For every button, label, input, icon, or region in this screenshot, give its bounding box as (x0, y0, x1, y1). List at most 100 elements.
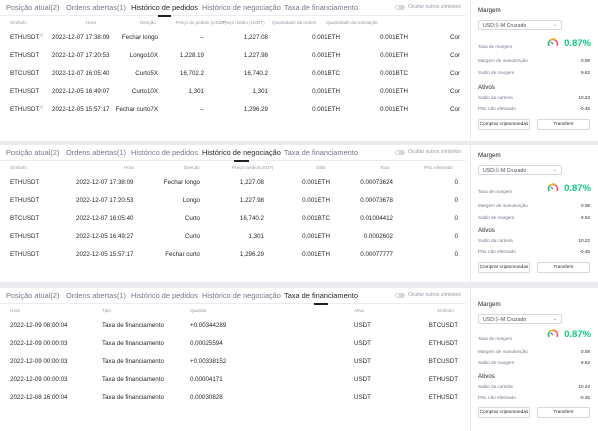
gauge-icon (547, 329, 559, 338)
tab-funding-fee[interactable]: Taxa de financiamento (284, 291, 358, 305)
table-row[interactable]: ETHUSDT 2022-12-05 15:57:17 Fechar curto… (0, 245, 466, 263)
table-row[interactable]: ETHUSDT 2022-12-07 17:20:53 Longo10X 1,2… (0, 46, 466, 64)
balance-row: Saldo de margem 9.62 (478, 215, 590, 220)
margin-mode-select[interactable]: USDⓈ-M Cruzado ⌄ (478, 165, 562, 175)
row-pnl: 0 (454, 179, 458, 186)
margin-ratio-label: Taxa de margem (478, 44, 513, 49)
row-avg-price: 1,227.08 (243, 34, 268, 41)
row-amount: 0.00004171 (190, 376, 223, 383)
row-time: 2022-12-07 17:20:53 (52, 52, 110, 59)
table-row[interactable]: ETHUSDT 2022-12-05 16:49:27 Curto 1,301 … (0, 227, 466, 245)
row-fee: 0.00073678 (360, 197, 393, 204)
margin-mode-select[interactable]: USDⓈ-M Cruzado ⌄ (478, 20, 562, 30)
table-row[interactable]: ETHUSDT 2022-12-07 17:38:09 Fechar longo… (0, 173, 466, 191)
tab-positions[interactable]: Posição atual(2) (6, 3, 60, 12)
row-amount: 0.00025594 (190, 340, 223, 347)
table-header: Hora Tipo Quantia Ativo Símbolo (0, 304, 466, 316)
row-symbol: ETHUSDT (10, 52, 40, 59)
row-filled: 0.001ETH (380, 106, 408, 113)
buy-crypto-button[interactable]: Comprar criptomoedas (478, 119, 530, 130)
transfer-button[interactable]: Transferir (537, 119, 590, 130)
hide-other-symbols-toggle[interactable]: Ocultar outros símbolos (395, 292, 461, 298)
table-row[interactable]: ETHUSDT < 2022-12-05 15:57:17 Fechar cur… (0, 100, 466, 118)
wallet-value: 10.22 (578, 95, 591, 100)
transfer-button[interactable]: Transferir (537, 407, 590, 418)
table-row[interactable]: ETHUSDT 2022-12-05 16:49:07 Curto10X 1,3… (0, 82, 466, 100)
row-symbol: ETHUSDT (428, 376, 458, 383)
row-qty: 0.001BTC (302, 215, 330, 222)
wallet-label: Saldo da carteira (478, 238, 513, 243)
pnl-value: -0.45 (579, 395, 590, 400)
row-time: 2022-12-07 17:20:53 (76, 197, 134, 204)
tab-funding-fee[interactable]: Taxa de financiamento (284, 3, 358, 12)
col-time: Hora (124, 165, 134, 170)
tab-order-history[interactable]: Histórico de pedidos (131, 148, 198, 157)
tab-funding-fee[interactable]: Taxa de financiamento (284, 148, 358, 157)
row-qty: 0.001BTC (312, 70, 340, 77)
row-time: 2022-12-09 08:00:04 (10, 322, 68, 329)
row-order-price: 16,702.2 (179, 70, 204, 77)
balance-label: Saldo de margem (478, 70, 515, 75)
col-order-price: Preço do pedido (USDT) (176, 20, 227, 25)
margin-ratio-label: Taxa de margem (478, 336, 513, 341)
buy-crypto-button[interactable]: Comprar criptomoedas (478, 407, 530, 418)
table-header: Símbolo Hora Direção Preço do pedido (US… (0, 16, 466, 28)
table-row[interactable]: ETHUSDT < 2022-12-07 17:38:09 Fechar lon… (0, 28, 466, 46)
table-row[interactable]: BTCUSDT 2022-12-07 16:05:40 Curto5X 16,7… (0, 64, 466, 82)
tab-bar: Posição atual(2) Ordens abertas(1) Histó… (0, 0, 466, 17)
row-qty: 0.001ETH (312, 34, 340, 41)
maintenance-value: 0.08 (581, 349, 590, 354)
margin-ratio-value: 0.87% (564, 38, 591, 49)
row-symbol: ETHUSDT (10, 197, 40, 204)
tab-positions[interactable]: Posição atual(2) (6, 148, 60, 157)
trade-history-panel: Posição atual(2) Ordens abertas(1) Histó… (0, 145, 598, 282)
table-row[interactable]: 2022-12-09 00:00:03 Taxa de financiament… (0, 334, 466, 352)
col-avg-price: Preço médio (USDT) (222, 20, 265, 25)
tab-trade-history[interactable]: Histórico de negociação (202, 3, 281, 12)
tab-open-orders[interactable]: Ordens abertas(1) (66, 148, 126, 157)
share-icon[interactable]: < (40, 105, 44, 111)
share-icon[interactable]: < (40, 33, 44, 39)
order-rows: ETHUSDT < 2022-12-07 17:38:09 Fechar lon… (0, 28, 466, 118)
row-order-price: -- (199, 106, 204, 113)
row-avg-price: 16,740.2 (243, 70, 268, 77)
row-time: 2022-12-07 17:38:09 (76, 179, 134, 186)
tab-open-orders[interactable]: Ordens abertas(1) (66, 3, 126, 12)
tab-trade-history[interactable]: Histórico de negociação (202, 148, 281, 162)
row-symbol: ETHUSDT (10, 233, 40, 240)
margin-title: Margem (478, 301, 501, 308)
table-row[interactable]: 2022-12-08 16:00:04 Taxa de financiament… (0, 388, 466, 406)
buy-crypto-button[interactable]: Comprar criptomoedas (478, 262, 530, 273)
tab-order-history[interactable]: Histórico de pedidos (131, 3, 198, 17)
balance-label: Saldo de margem (478, 360, 515, 365)
row-order-price: -- (199, 34, 204, 41)
hide-other-symbols-toggle[interactable]: Ocultar outros símbolos (395, 4, 461, 10)
table-row[interactable]: BTCUSDT 2022-12-07 16:05:40 Curto 16,740… (0, 209, 466, 227)
margin-mode-select[interactable]: USDⓈ-M Cruzado ⌄ (478, 314, 562, 324)
table-row[interactable]: ETHUSDT 2022-12-07 17:20:53 Longo 1,227.… (0, 191, 466, 209)
col-symbol: Símbolo (437, 308, 454, 313)
row-pnl: 0 (454, 251, 458, 258)
hide-other-symbols-toggle[interactable]: Ocultar outros símbolos (395, 149, 461, 155)
row-time: 2022-12-08 16:00:04 (10, 394, 68, 401)
table-row[interactable]: 2022-12-09 08:00:04 Taxa de financiament… (0, 316, 466, 334)
tab-order-history[interactable]: Histórico de pedidos (131, 291, 198, 300)
toggle-switch[interactable] (395, 4, 405, 10)
tab-positions[interactable]: Posição atual(2) (6, 291, 60, 300)
toggle-switch[interactable] (395, 292, 405, 298)
table-row[interactable]: 2022-12-09 00:00:03 Taxa de financiament… (0, 352, 466, 370)
margin-mode-value: USDⓈ-M Cruzado (483, 23, 527, 29)
table-row[interactable]: 2022-12-09 00:00:03 Taxa de financiament… (0, 370, 466, 388)
row-time: 2022-12-07 16:05:40 (52, 70, 110, 77)
row-type: Taxa de financiamento (102, 358, 164, 365)
tab-open-orders[interactable]: Ordens abertas(1) (66, 291, 126, 300)
row-side: Curto5X (135, 70, 158, 77)
row-symbol: ETHUSDT (428, 340, 458, 347)
transfer-button[interactable]: Transferir (537, 262, 590, 273)
row-qty: 0.001ETH (302, 179, 330, 186)
trade-rows: ETHUSDT 2022-12-07 17:38:09 Fechar longo… (0, 173, 466, 263)
row-symbol: ETHUSDT (10, 251, 40, 258)
row-time: 2022-12-05 15:57:17 (76, 251, 134, 258)
tab-trade-history[interactable]: Histórico de negociação (202, 291, 281, 300)
toggle-switch[interactable] (395, 149, 405, 155)
